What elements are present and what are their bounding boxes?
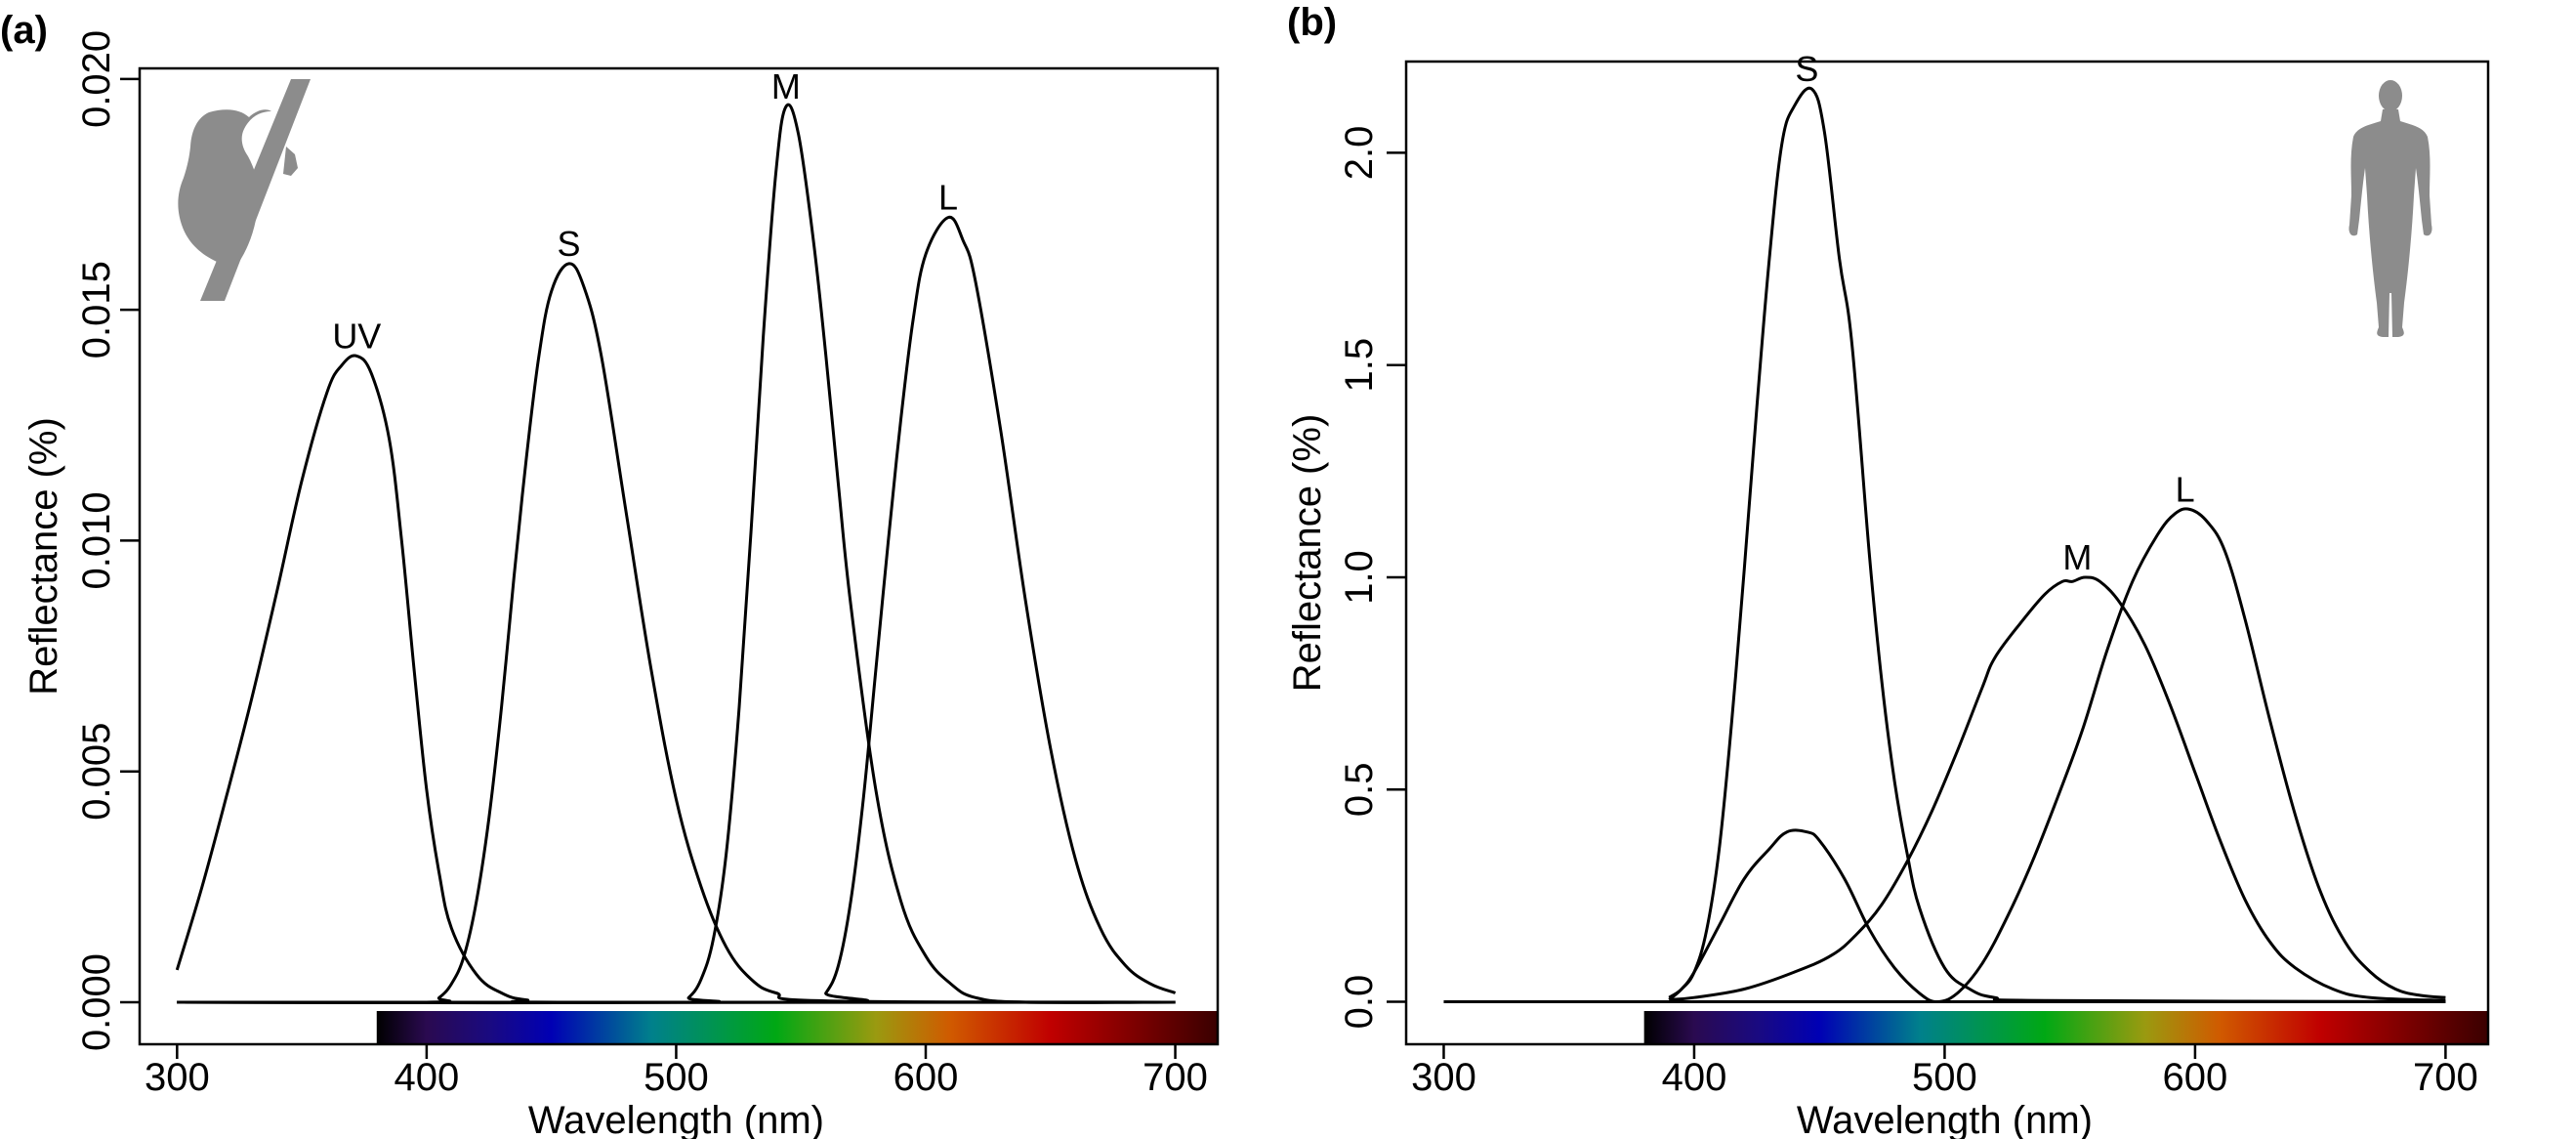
panel-label: (b) (1287, 1, 1337, 44)
visible-spectrum-bar (1643, 1011, 2488, 1044)
curve-label-m: M (771, 66, 801, 106)
curve-s (1668, 86, 2446, 1003)
human-silhouette-icon (2348, 80, 2432, 337)
y-tick-label: 0.005 (75, 723, 118, 821)
y-tick-label: 0.0 (1338, 975, 1381, 1030)
curve-l (1668, 507, 2446, 1003)
plot-frame (1404, 60, 2490, 1046)
curve-l (177, 215, 1177, 1005)
human-head-shape (2379, 80, 2402, 111)
x-tick-label: 700 (1143, 1056, 1208, 1099)
x-tick-label: 600 (893, 1056, 959, 1099)
y-tick-label: 1.5 (1338, 338, 1381, 393)
y-axis-title: Reflectance (%) (1286, 414, 1329, 693)
x-tick-label: 400 (395, 1056, 460, 1099)
x-tick-label: 300 (145, 1056, 210, 1099)
y-tick-label: 2.0 (1338, 126, 1381, 181)
y-tick-label: 0.010 (75, 491, 118, 589)
x-tick-label: 300 (1411, 1056, 1476, 1099)
curve-label-s: S (1795, 49, 1818, 89)
curve-s (177, 262, 1176, 1004)
x-axis-title: Wavelength (nm) (528, 1099, 824, 1139)
panel-b-human-cone-sensitivity: S M L 300 400 500 600 700 Wavelength (nm) 0.0 0.5 1… (1286, 1, 2490, 1139)
panel-a-bird-cone-sensitivity: UV S M L 300 400 500 600 700 Wavelength (nm) 0.000… (0, 9, 1220, 1139)
curve-label-l: L (938, 178, 958, 218)
y-tick-label: 0.5 (1338, 762, 1381, 817)
x-tick-label: 400 (1662, 1056, 1727, 1099)
curve-label-s: S (558, 224, 581, 264)
curve-label-l: L (2176, 469, 2195, 509)
curve-uv (175, 354, 1176, 1004)
panel-label: (a) (0, 9, 48, 52)
y-tick-label: 0.015 (75, 261, 118, 359)
curve-m (1669, 575, 2446, 1002)
x-axis-title: Wavelength (nm) (1797, 1099, 2093, 1139)
bird-silhouette-icon (178, 79, 311, 301)
human-body-shape (2348, 109, 2432, 337)
x-tick-label: 500 (644, 1056, 709, 1099)
curve-m (177, 103, 1176, 1004)
x-tick-label: 700 (2413, 1056, 2478, 1099)
x-tick-label: 600 (2163, 1056, 2228, 1099)
y-tick-label: 1.0 (1338, 550, 1381, 605)
bird-foot-shape (283, 147, 298, 176)
y-axis-title: Reflectance (%) (22, 417, 65, 696)
curve-label-uv: UV (332, 316, 381, 356)
y-tick-label: 0.000 (75, 953, 118, 1051)
curve-label-m: M (2062, 537, 2092, 577)
x-tick-label: 500 (1912, 1056, 1977, 1099)
y-tick-label: 0.020 (75, 30, 118, 128)
plot-frame (138, 66, 1220, 1046)
bird-body-shape (178, 109, 271, 289)
visible-spectrum-bar (376, 1011, 1218, 1044)
